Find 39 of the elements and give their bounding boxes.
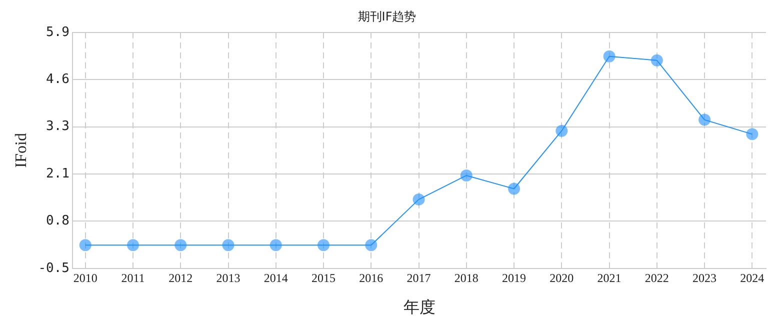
x-tick-label: 2017 [406, 270, 431, 285]
y-tick-label: -0.5 [38, 260, 70, 276]
point [79, 239, 92, 252]
y-tick-label: 5.9 [46, 24, 70, 40]
x-tick-label: 2012 [168, 270, 193, 285]
point [318, 239, 330, 252]
point [603, 50, 616, 62]
x-tick-label: 2016 [359, 270, 384, 285]
x-tick-label: 2011 [121, 270, 145, 285]
x-tick-label: 2024 [740, 270, 764, 285]
point [460, 169, 472, 182]
x-axis-title: 年度 [403, 298, 436, 317]
point [412, 193, 425, 206]
y-tick-label: 0.8 [46, 214, 70, 229]
point [222, 239, 234, 252]
y-tick-label: 2.1 [46, 166, 70, 182]
x-tick-label: 2019 [502, 270, 526, 285]
point [174, 239, 187, 252]
x-tick-label: 2013 [216, 270, 240, 285]
x-tick-label: 2018 [454, 270, 478, 285]
x-tick-label: 2014 [264, 270, 288, 285]
point [746, 128, 758, 140]
point [698, 114, 711, 126]
y-axis-title: IFoid [12, 133, 30, 168]
chart-title: 期刊IF趋势 [358, 9, 416, 24]
point [270, 239, 282, 252]
y-tick-label: 4.6 [46, 72, 70, 87]
point [365, 239, 378, 252]
x-tick-label: 2021 [597, 270, 622, 285]
x-tick-label: 2023 [692, 270, 717, 285]
y-tick-label: 3.3 [46, 119, 70, 134]
point [556, 124, 568, 137]
point [126, 239, 139, 252]
x-tick-label: 2022 [644, 270, 669, 285]
x-tick-label: 2020 [550, 270, 574, 285]
x-tick-label: 2010 [73, 270, 98, 285]
x-tick-label: 2015 [312, 270, 336, 285]
point [650, 54, 663, 66]
point [508, 182, 520, 195]
